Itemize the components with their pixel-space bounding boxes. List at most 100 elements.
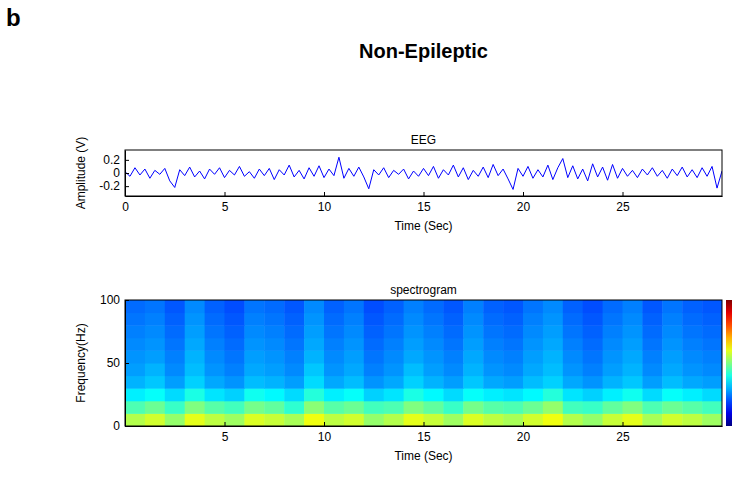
spectrogram-cell [424, 313, 444, 326]
spectrogram-cell [543, 338, 563, 351]
spectrogram-cell [284, 363, 304, 376]
spectrogram-cell [424, 376, 444, 389]
spectrogram-cell [583, 401, 603, 414]
spectrogram-cell [463, 350, 483, 363]
spectrogram-cell [244, 388, 264, 401]
tick-mark [125, 160, 129, 161]
spectrogram-cell [682, 363, 702, 376]
spectrogram-cell [404, 313, 424, 326]
spectrogram-cell [125, 338, 145, 351]
spectrogram-cell [702, 363, 722, 376]
spectrogram-cell [543, 325, 563, 338]
spectrogram-cell [145, 388, 165, 401]
tick: 25 [616, 192, 630, 214]
spectrogram-cell [264, 413, 284, 426]
spectrogram-cell [603, 313, 623, 326]
spectrogram-cell [205, 388, 225, 401]
spectrogram-cell [205, 363, 225, 376]
spectrogram-cell [165, 325, 185, 338]
spectrogram-cell [145, 376, 165, 389]
spectrogram-cell [384, 388, 404, 401]
spectrogram-cell [583, 388, 603, 401]
panel-label: b [6, 4, 21, 31]
spectrogram-cell [225, 401, 245, 414]
spectrogram-cell [623, 363, 643, 376]
tick: 5 [222, 422, 229, 444]
spectrogram-cell [284, 300, 304, 313]
spectrogram-cell [682, 313, 702, 326]
spectrogram-cell [503, 300, 523, 313]
spectrogram-cell [185, 313, 205, 326]
spectrogram-cell [662, 388, 682, 401]
spectrogram-cell [324, 413, 344, 426]
spectrogram-cell [603, 401, 623, 414]
spectrogram-cell [244, 300, 264, 313]
spectrogram-cell [364, 338, 384, 351]
tick-label: 50 [107, 356, 121, 370]
spectrogram-cell [344, 300, 364, 313]
spectrogram-cell [284, 376, 304, 389]
spectrogram-cell [404, 376, 424, 389]
spectrogram-cell [125, 388, 145, 401]
spectrogram-cell [523, 388, 543, 401]
x-axis: 0510152025 [122, 192, 722, 214]
spectrogram-cell [284, 388, 304, 401]
spectrogram-cell [603, 300, 623, 313]
spectrogram-cell [503, 363, 523, 376]
spectrogram-cell [543, 313, 563, 326]
spectrogram-cell [443, 313, 463, 326]
spectrogram-cell [463, 401, 483, 414]
spectrogram-cell [205, 325, 225, 338]
spectrogram-cell [523, 350, 543, 363]
spectrogram-cell [344, 401, 364, 414]
y-axis-title: Amplitude (V) [74, 137, 88, 210]
spectrogram-cell [125, 363, 145, 376]
spectrogram-cell [702, 300, 722, 313]
spectrogram-cell [642, 388, 662, 401]
spectrogram-cell [543, 350, 563, 363]
spectrogram-cell [603, 413, 623, 426]
spectrogram-cell [682, 388, 702, 401]
spectrogram-cell [145, 313, 165, 326]
spectrogram-cell [424, 338, 444, 351]
spectrogram-cell [125, 300, 145, 313]
spectrogram-cell [324, 401, 344, 414]
tick-mark [424, 422, 425, 426]
spectrogram-cell [623, 350, 643, 363]
spectrogram-cell [682, 413, 702, 426]
spectrogram-cell [424, 300, 444, 313]
spectrogram-cell [642, 300, 662, 313]
spectrogram-cell [623, 413, 643, 426]
spectrogram-cell [682, 350, 702, 363]
spectrogram-cell [244, 325, 264, 338]
spectrogram-cell [324, 350, 344, 363]
spectrogram-cell [563, 338, 583, 351]
spectrogram-cell [205, 376, 225, 389]
spectrogram-cell [225, 338, 245, 351]
spectrogram-cell [264, 313, 284, 326]
spectrogram-cell [185, 413, 205, 426]
spectrogram-cell [563, 300, 583, 313]
spectrogram-cell [304, 313, 324, 326]
spectrogram-cell [424, 413, 444, 426]
spectrogram-cell [404, 401, 424, 414]
spectrogram-cell [324, 338, 344, 351]
spectrogram-cell [463, 300, 483, 313]
spectrogram-cell [304, 376, 324, 389]
spectrogram-cell [702, 325, 722, 338]
spectrogram-cell [185, 363, 205, 376]
spectrogram-cell [324, 300, 344, 313]
spectrogram-cell [205, 401, 225, 414]
spectrogram-cell [324, 325, 344, 338]
eeg-line [125, 157, 722, 189]
spectrogram-cell [642, 401, 662, 414]
spectrogram-cell [563, 325, 583, 338]
subplot-title: spectrogram [390, 283, 457, 297]
spectrogram-cell [523, 413, 543, 426]
subplot-title: EEG [411, 133, 436, 147]
spectrogram-cell [404, 300, 424, 313]
spectrogram-cell [264, 325, 284, 338]
spectrogram-cell [662, 300, 682, 313]
spectrogram-cell [304, 401, 324, 414]
spectrogram-cell [583, 300, 603, 313]
